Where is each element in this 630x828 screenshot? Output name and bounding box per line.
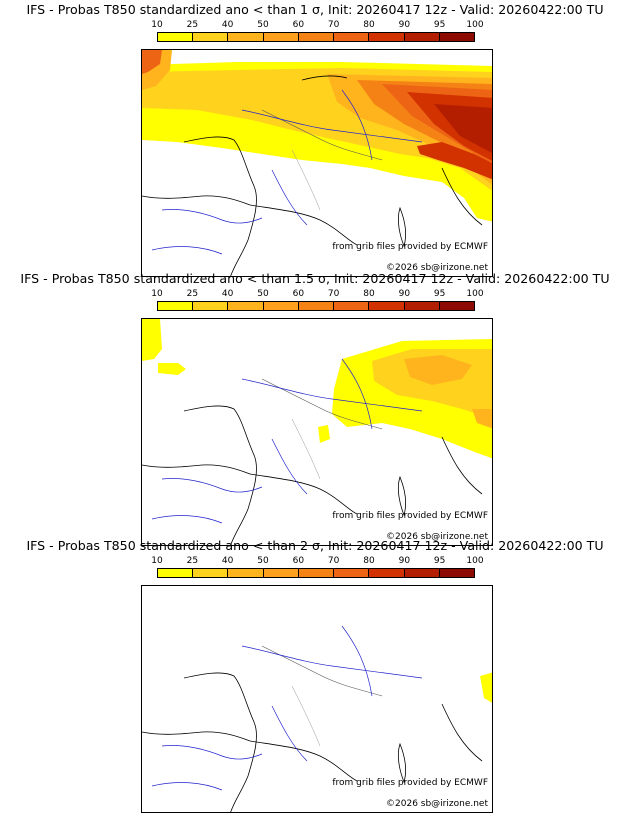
colorbar-swatch [193, 302, 229, 310]
colorbar: 10 25 40 50 60 70 80 90 95 100 [151, 20, 484, 42]
panel-1-5sigma: IFS - Probas T850 standardized ano < tha… [0, 269, 630, 546]
colorbar-swatch [298, 569, 335, 577]
probability-map: from grib files provided by ECMWF ©2026 … [141, 318, 493, 546]
colorbar-tick-label: 25 [186, 289, 199, 299]
colorbar-tick-label: 80 [363, 289, 375, 299]
colorbar-swatch [228, 569, 264, 577]
colorbar-swatch [439, 33, 474, 41]
colorbar-swatches [157, 568, 475, 578]
colorbar-labels: 10 25 40 50 60 70 80 90 95 100 [151, 556, 483, 567]
colorbar-tick-label: 80 [363, 20, 375, 30]
colorbar-swatch [263, 569, 299, 577]
colorbar-tick-label: 100 [466, 20, 484, 30]
panel-title: IFS - Probas T850 standardized ano < tha… [26, 2, 604, 17]
panel-2sigma: IFS - Probas T850 standardized ano < tha… [0, 536, 630, 813]
colorbar-labels: 10 25 40 50 60 70 80 90 95 100 [151, 289, 483, 300]
colorbar-swatch [263, 302, 299, 310]
colorbar-tick-label: 40 [221, 20, 234, 30]
colorbar-tick-label: 10 [151, 289, 163, 299]
colorbar-swatches [157, 32, 475, 42]
colorbar-tick-label: 60 [292, 20, 305, 30]
colorbar-swatches [157, 301, 475, 311]
panel-title: IFS - Probas T850 standardized ano < tha… [26, 538, 604, 553]
map-graphic [142, 625, 492, 812]
colorbar-tick-label: 25 [186, 556, 199, 566]
colorbar-tick-label: 95 [433, 289, 446, 299]
colorbar-swatch [228, 33, 264, 41]
colorbar-swatch [334, 569, 370, 577]
colorbar-tick-label: 90 [398, 289, 411, 299]
map-graphic [142, 319, 492, 545]
colorbar-tick-label: 60 [292, 556, 305, 566]
colorbar-swatch [193, 569, 229, 577]
colorbar-tick-label: 95 [433, 20, 446, 30]
colorbar-swatch [369, 569, 405, 577]
data-source-credit: from grib files provided by ECMWF [332, 778, 488, 788]
colorbar-tick-label: 70 [327, 20, 340, 30]
colorbar-swatch [439, 302, 474, 310]
colorbar-tick-label: 70 [327, 556, 340, 566]
colorbar-swatch [298, 302, 335, 310]
colorbar-tick-label: 10 [151, 556, 163, 566]
colorbar-tick-label: 40 [221, 556, 234, 566]
panel-1sigma: IFS - Probas T850 standardized ano < tha… [0, 0, 630, 277]
colorbar-tick-label: 90 [398, 20, 411, 30]
colorbar-swatch [369, 33, 405, 41]
colorbar-tick-label: 50 [257, 556, 269, 566]
colorbar-swatch [158, 33, 194, 41]
colorbar-tick-label: 95 [433, 556, 446, 566]
colorbar-swatch [158, 569, 194, 577]
colorbar-tick-label: 40 [221, 289, 234, 299]
colorbar-tick-label: 90 [398, 556, 411, 566]
colorbar-tick-label: 80 [363, 556, 375, 566]
colorbar-tick-label: 100 [466, 289, 484, 299]
copyright-credit: ©2026 sb@irizone.net [386, 799, 488, 809]
colorbar-labels: 10 25 40 50 60 70 80 90 95 100 [151, 20, 483, 31]
map-graphic [142, 50, 492, 276]
probability-map: from grib files provided by ECMWF ©2026 … [141, 49, 493, 277]
probability-map: from grib files provided by ECMWF ©2026 … [141, 585, 493, 813]
colorbar-tick-label: 50 [257, 289, 269, 299]
copyright-credit: ©2026 sb@irizone.net [386, 532, 488, 542]
data-source-credit: from grib files provided by ECMWF [332, 511, 488, 521]
data-source-credit: from grib files provided by ECMWF [332, 242, 488, 252]
colorbar-swatch [439, 569, 474, 577]
colorbar-tick-label: 100 [466, 556, 484, 566]
colorbar-tick-label: 70 [327, 289, 340, 299]
colorbar-tick-label: 25 [186, 20, 199, 30]
colorbar-swatch [404, 302, 440, 310]
panel-title: IFS - Probas T850 standardized ano < tha… [20, 271, 610, 286]
colorbar-swatch [228, 302, 264, 310]
colorbar-swatch [158, 302, 194, 310]
colorbar-swatch [193, 33, 229, 41]
colorbar: 10 25 40 50 60 70 80 90 95 100 [151, 289, 484, 311]
colorbar-swatch [263, 33, 299, 41]
colorbar-swatch [404, 33, 440, 41]
copyright-credit: ©2026 sb@irizone.net [386, 263, 488, 273]
colorbar-swatch [369, 302, 405, 310]
colorbar-swatch [334, 302, 370, 310]
colorbar-swatch [404, 569, 440, 577]
colorbar-swatch [298, 33, 335, 41]
colorbar-tick-label: 10 [151, 20, 163, 30]
colorbar-tick-label: 60 [292, 289, 305, 299]
colorbar-tick-label: 50 [257, 20, 269, 30]
colorbar: 10 25 40 50 60 70 80 90 95 100 [151, 556, 484, 578]
colorbar-swatch [334, 33, 370, 41]
